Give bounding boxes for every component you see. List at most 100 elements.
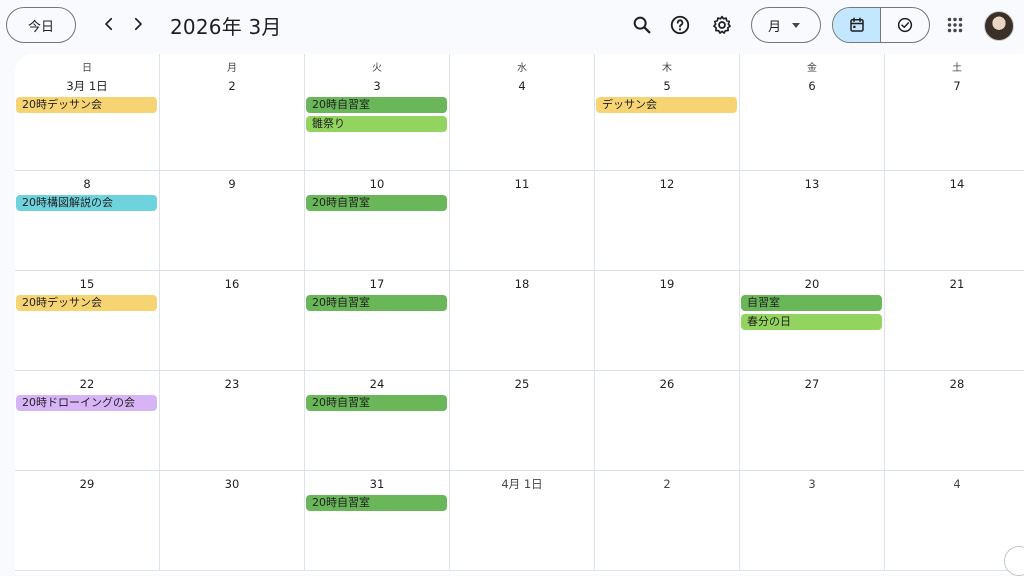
- day-number[interactable]: 23: [224, 377, 240, 391]
- day-number[interactable]: 4月 1日: [501, 477, 543, 491]
- day-number[interactable]: 27: [804, 377, 820, 391]
- day-number[interactable]: 5: [663, 79, 671, 93]
- day-number[interactable]: 21: [949, 277, 965, 291]
- day-cell[interactable]: 18: [450, 271, 595, 371]
- day-cell[interactable]: 17 20時自習室: [305, 271, 450, 371]
- day-number[interactable]: 24: [369, 377, 385, 391]
- event-chip[interactable]: 20時デッサン会: [16, 97, 157, 113]
- search-button[interactable]: [629, 12, 655, 38]
- event-chip[interactable]: 20時自習室: [306, 97, 447, 113]
- day-cell[interactable]: 4: [885, 471, 1024, 571]
- day-number[interactable]: 9: [228, 177, 236, 191]
- day-number[interactable]: 20: [804, 277, 820, 291]
- day-number[interactable]: 16: [224, 277, 240, 291]
- day-number[interactable]: 8: [83, 177, 91, 191]
- day-number[interactable]: 19: [659, 277, 675, 291]
- next-month-button[interactable]: [126, 12, 150, 36]
- day-cell[interactable]: 13: [740, 171, 885, 271]
- day-cell[interactable]: 30: [160, 471, 305, 571]
- weekday-header: 水: [517, 63, 527, 74]
- day-number[interactable]: 29: [79, 477, 95, 491]
- day-number[interactable]: 4: [518, 79, 526, 93]
- help-button[interactable]: [667, 12, 693, 38]
- day-number[interactable]: 3: [373, 79, 381, 93]
- event-chip[interactable]: 20時自習室: [306, 195, 447, 211]
- event-chip[interactable]: 雛祭り: [306, 116, 447, 132]
- day-cell[interactable]: 23: [160, 371, 305, 471]
- day-number[interactable]: 18: [514, 277, 530, 291]
- day-number[interactable]: 14: [949, 177, 965, 191]
- event-list: 20時デッサン会: [15, 97, 159, 113]
- day-cell[interactable]: 9: [160, 171, 305, 271]
- day-number[interactable]: 11: [514, 177, 530, 191]
- day-cell[interactable]: 8 20時構図解説の会: [15, 171, 160, 271]
- day-number[interactable]: 6: [808, 79, 816, 93]
- day-cell[interactable]: 火 3 20時自習室 雛祭り: [305, 54, 450, 171]
- day-cell[interactable]: 22 20時ドローイングの会: [15, 371, 160, 471]
- day-number[interactable]: 10: [369, 177, 385, 191]
- today-button[interactable]: 今日: [6, 7, 76, 43]
- view-selector[interactable]: 月: [751, 7, 821, 43]
- day-number[interactable]: 13: [804, 177, 820, 191]
- day-number[interactable]: 28: [949, 377, 965, 391]
- event-chip[interactable]: 20時デッサン会: [16, 295, 157, 311]
- calendar-view-button[interactable]: [833, 8, 882, 42]
- day-number[interactable]: 31: [369, 477, 385, 491]
- day-cell[interactable]: 31 20時自習室: [305, 471, 450, 571]
- day-cell[interactable]: 2: [595, 471, 740, 571]
- day-cell[interactable]: 21: [885, 271, 1024, 371]
- prev-month-button[interactable]: [97, 12, 121, 36]
- day-cell[interactable]: 29: [15, 471, 160, 571]
- apps-button[interactable]: [942, 12, 968, 38]
- day-number[interactable]: 3月 1日: [66, 79, 108, 93]
- day-number[interactable]: 2: [228, 79, 236, 93]
- tasks-view-button[interactable]: [881, 8, 929, 42]
- day-number[interactable]: 17: [369, 277, 385, 291]
- day-cell[interactable]: 26: [595, 371, 740, 471]
- day-number[interactable]: 30: [224, 477, 240, 491]
- day-cell[interactable]: 11: [450, 171, 595, 271]
- day-number[interactable]: 25: [514, 377, 530, 391]
- event-chip[interactable]: 20時自習室: [306, 395, 447, 411]
- day-number[interactable]: 12: [659, 177, 675, 191]
- event-list: 20時デッサン会: [15, 295, 159, 311]
- day-number[interactable]: 26: [659, 377, 675, 391]
- day-number[interactable]: 2: [663, 477, 671, 491]
- day-cell[interactable]: 14: [885, 171, 1024, 271]
- event-chip[interactable]: 20時自習室: [306, 295, 447, 311]
- weekday-header: 土: [952, 63, 962, 74]
- day-number[interactable]: 7: [953, 79, 961, 93]
- event-chip[interactable]: 20時自習室: [306, 495, 447, 511]
- day-cell[interactable]: 4月 1日: [450, 471, 595, 571]
- avatar[interactable]: [984, 11, 1014, 41]
- day-number[interactable]: 3: [808, 477, 816, 491]
- day-cell[interactable]: 10 20時自習室: [305, 171, 450, 271]
- day-cell[interactable]: 15 20時デッサン会: [15, 271, 160, 371]
- day-cell[interactable]: 24 20時自習室: [305, 371, 450, 471]
- day-number[interactable]: 4: [953, 477, 961, 491]
- day-cell[interactable]: 3: [740, 471, 885, 571]
- day-number[interactable]: 15: [79, 277, 95, 291]
- event-chip[interactable]: 春分の日: [741, 314, 882, 330]
- day-cell[interactable]: 27: [740, 371, 885, 471]
- weekday-header: 火: [372, 63, 382, 74]
- day-cell[interactable]: 16: [160, 271, 305, 371]
- day-cell[interactable]: 28: [885, 371, 1024, 471]
- day-number[interactable]: 22: [79, 377, 95, 391]
- day-cell[interactable]: 20 自習室春分の日: [740, 271, 885, 371]
- day-cell[interactable]: 25: [450, 371, 595, 471]
- day-cell[interactable]: 12: [595, 171, 740, 271]
- settings-button[interactable]: [709, 12, 735, 38]
- day-cell[interactable]: 日 3月 1日 20時デッサン会: [15, 54, 160, 171]
- event-chip[interactable]: 20時構図解説の会: [16, 195, 157, 211]
- event-chip[interactable]: 20時ドローイングの会: [16, 395, 157, 411]
- event-chip[interactable]: デッサン会: [596, 97, 737, 113]
- day-cell[interactable]: 木 5 デッサン会: [595, 54, 740, 171]
- event-chip[interactable]: 自習室: [741, 295, 882, 311]
- day-cell[interactable]: 19: [595, 271, 740, 371]
- weekday-header: 金: [807, 63, 817, 74]
